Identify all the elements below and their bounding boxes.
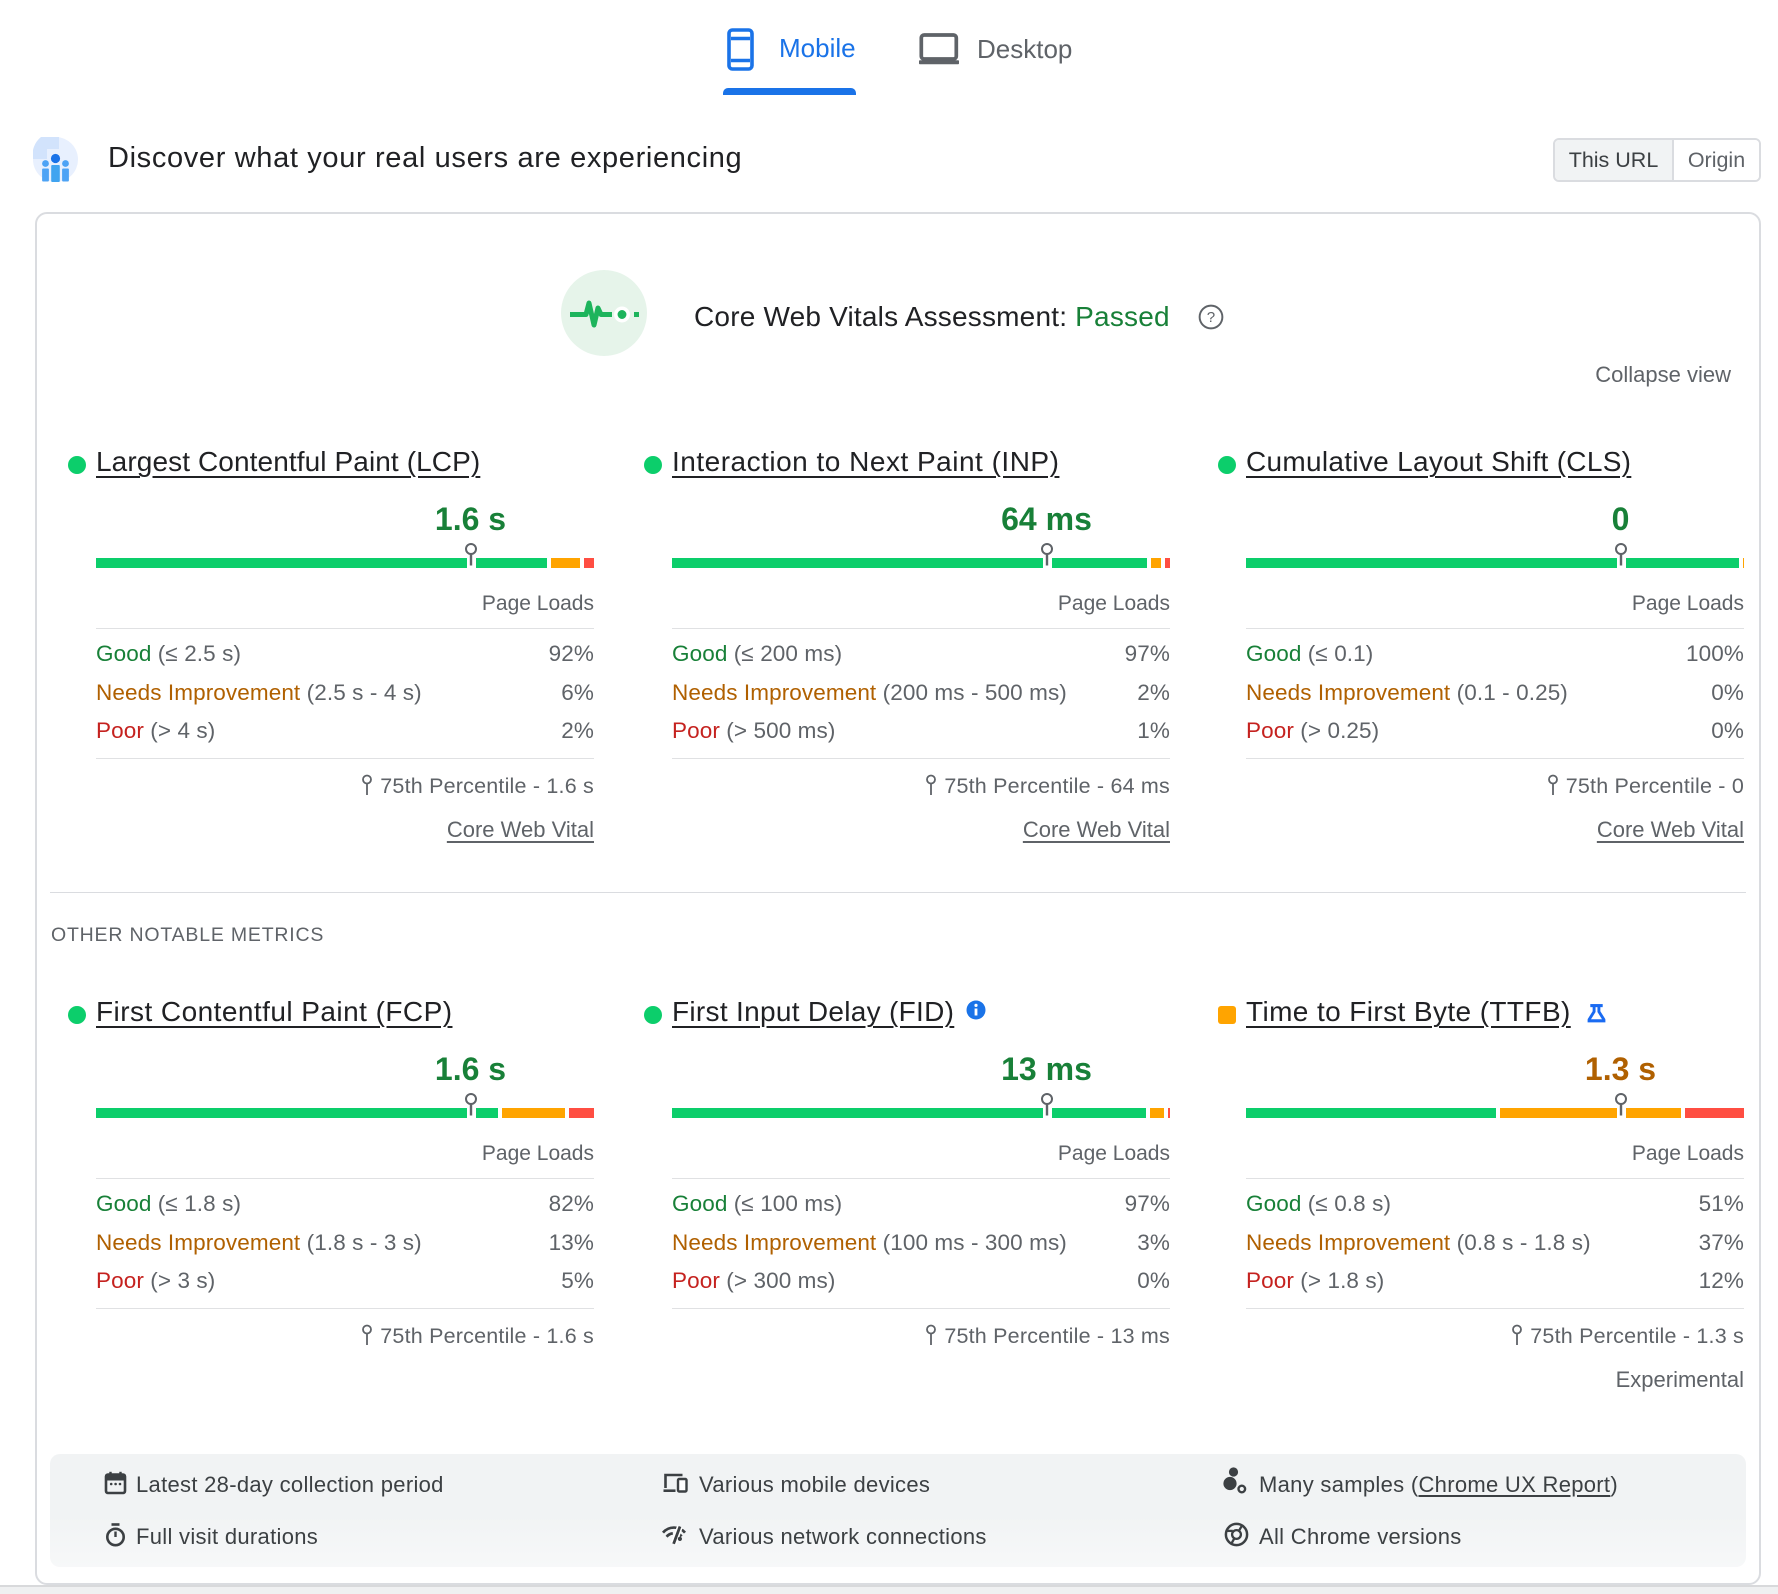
- svg-text:?: ?: [1207, 309, 1215, 326]
